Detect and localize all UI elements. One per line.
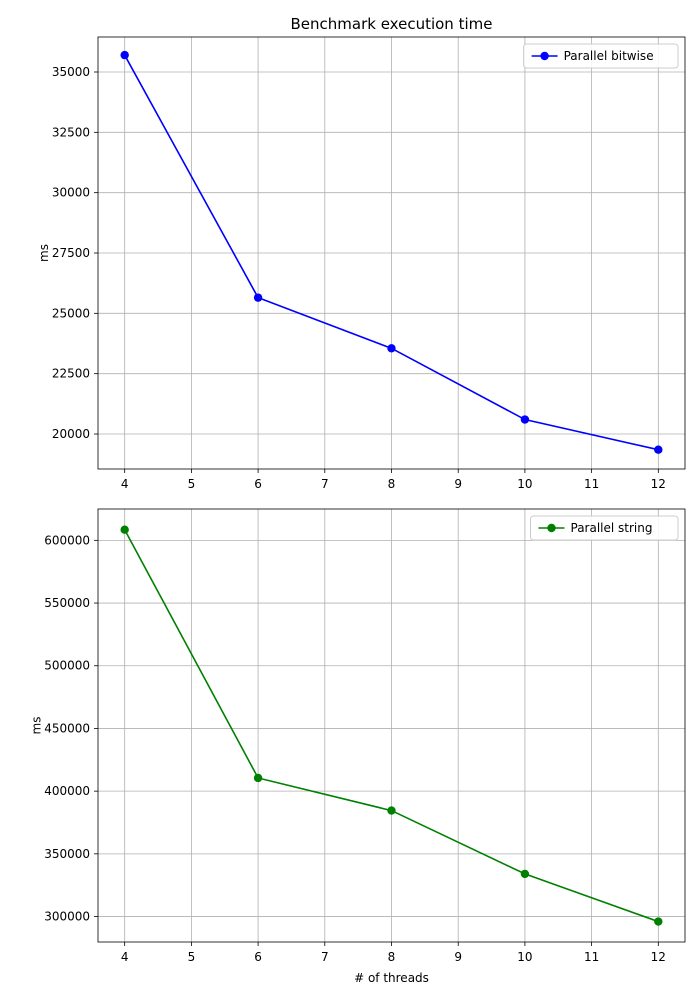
x-tick-label: 7 (321, 950, 329, 964)
x-tick-label: 8 (388, 477, 396, 491)
y-tick-label: 32500 (52, 125, 90, 139)
y-axis-label: ms (37, 244, 51, 262)
y-tick-label: 300000 (44, 910, 90, 924)
legend-label: Parallel bitwise (564, 49, 654, 63)
x-tick-label: 9 (454, 477, 462, 491)
y-axis-label: ms (29, 717, 43, 735)
data-point (253, 773, 263, 783)
subplot-1: 4 5 6 7 8 9 10 11 12 20000 22500 25000 27500 30000 325… (37, 15, 686, 491)
axes-frame (97, 508, 686, 943)
x-tick-label: 11 (584, 477, 599, 491)
y-tick-label: 27500 (52, 246, 90, 260)
x-tick-label: 11 (584, 950, 599, 964)
data-point (387, 344, 396, 353)
legend: Parallel string (530, 515, 679, 541)
x-tick-label: 7 (321, 477, 329, 491)
data-point (654, 917, 663, 926)
x-tick-label: 10 (517, 477, 532, 491)
y-tick-label: 350000 (44, 847, 90, 861)
x-tick-label: 4 (121, 477, 129, 491)
y-tick-label: 20000 (52, 427, 90, 441)
data-point (120, 50, 129, 60)
x-axis-label: # of threads (354, 971, 429, 985)
data-point (520, 415, 530, 424)
data-point (520, 869, 530, 879)
y-tick-label: 35000 (52, 65, 90, 79)
x-tick-label: 6 (254, 477, 262, 491)
x-tick-label: 12 (651, 950, 666, 964)
y-tick-label: 450000 (44, 721, 90, 735)
y-tick-label: 400000 (44, 784, 90, 798)
legend-label: Parallel string (571, 521, 653, 535)
y-tick-label: 550000 (44, 596, 90, 610)
data-point (120, 525, 129, 534)
y-tick-label: 22500 (52, 367, 90, 381)
x-tick-label: 5 (188, 477, 196, 491)
y-tick-label: 30000 (52, 186, 90, 200)
data-point (654, 445, 663, 454)
legend-marker (540, 51, 549, 61)
legend-box (530, 515, 679, 541)
axes-frame (97, 36, 686, 470)
x-tick-label: 8 (388, 950, 396, 964)
x-tick-label: 10 (517, 950, 532, 964)
subplot-2: 4 5 6 7 8 9 10 11 12 300000 350000 400000 450000 5000… (29, 508, 686, 985)
data-point (253, 293, 263, 302)
y-tick-label: 600000 (44, 533, 90, 547)
chart-title: Benchmark execution time (291, 15, 493, 33)
x-tick-label: 4 (121, 950, 129, 964)
legend-marker (547, 523, 556, 533)
data-point (387, 806, 396, 815)
legend: Parallel bitwise (523, 43, 679, 69)
legend-box (523, 43, 679, 69)
y-tick-label: 25000 (52, 306, 90, 320)
x-tick-label: 6 (254, 950, 262, 964)
y-tick-label: 500000 (44, 659, 90, 673)
x-tick-label: 9 (454, 950, 462, 964)
x-tick-label: 5 (188, 950, 196, 964)
x-tick-label: 12 (651, 477, 666, 491)
